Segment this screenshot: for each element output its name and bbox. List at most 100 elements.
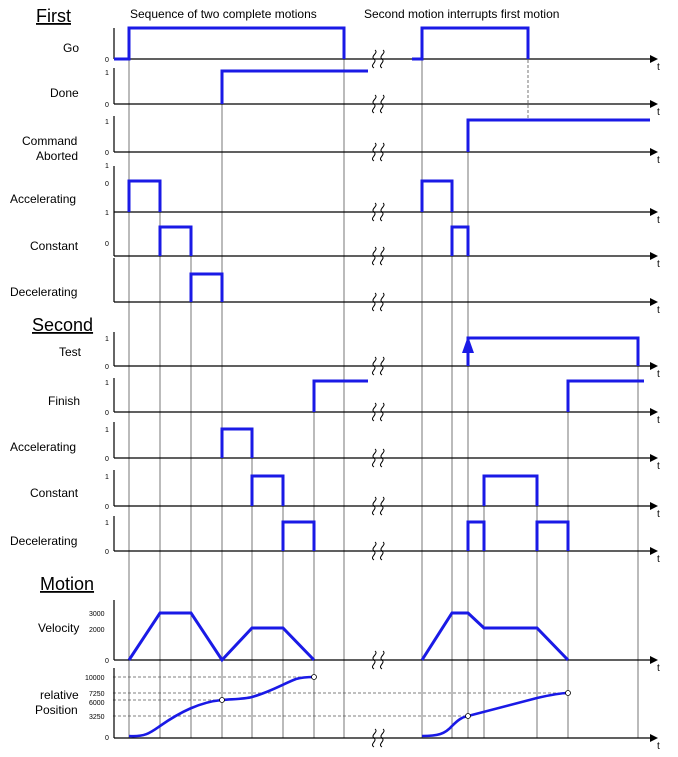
- axis-arrow-icon: [650, 502, 658, 510]
- wave-go-2: [412, 26, 530, 61]
- axis-arrow-icon: [650, 454, 658, 462]
- break-mark-icon: [371, 728, 385, 748]
- wave-second-const-1: [250, 474, 285, 506]
- wave-first-accel-1: [127, 179, 162, 212]
- tick-finish-0: 0: [105, 410, 109, 417]
- axis-arrow-icon: [650, 100, 658, 108]
- waveforms: [114, 26, 650, 738]
- tick-labels: 0 1 0 1 0 1 0 1 0 1 0 1 0 1 0 1 0 1 0 30…: [85, 57, 109, 742]
- tick-sdecel-1: 1: [105, 520, 109, 527]
- axis-arrow-icon: [650, 547, 658, 555]
- wave-command-aborted: [466, 118, 650, 152]
- axis-arrow-icon: [650, 252, 658, 260]
- break-mark-icon: [371, 292, 385, 312]
- wave-velocity-1: [127, 611, 316, 663]
- tick-p10000: 10000: [85, 675, 105, 682]
- axis-t-label: t: [657, 155, 660, 166]
- label-second-constant: Constant: [30, 486, 79, 500]
- wave-first-decel: [189, 272, 224, 302]
- position-marker: [565, 690, 571, 696]
- axis-t-label: t: [657, 415, 660, 426]
- label-second-decelerating: Decelerating: [10, 534, 77, 548]
- axis-t-label: t: [657, 215, 660, 226]
- tick-saccel-0: 0: [105, 456, 109, 463]
- wave-velocity-2: [420, 611, 570, 662]
- tick-saccel-1: 1: [105, 427, 109, 434]
- wave-position-1: [128, 675, 315, 738]
- label-done: Done: [50, 86, 79, 100]
- axis-t-label: t: [657, 554, 660, 565]
- break-mark-icon: [371, 142, 385, 162]
- wave-finish-2: [566, 379, 644, 412]
- tick-aborted-0: 0: [105, 150, 109, 157]
- wave-second-const-2: [482, 474, 539, 506]
- label-finish: Finish: [48, 394, 80, 408]
- caption-right: Second motion interrupts first motion: [364, 7, 559, 21]
- tick-test-0: 0: [105, 364, 109, 371]
- wave-second-decel-2: [466, 520, 486, 551]
- tick-faccel-1: 1: [105, 163, 109, 170]
- break-mark-icon: [371, 541, 385, 561]
- tick-done-0: 0: [105, 102, 109, 109]
- axis-t-label: t: [657, 369, 660, 380]
- tick-v0: 0: [105, 658, 109, 665]
- label-first-constant: Constant: [30, 239, 79, 253]
- tick-v3000: 3000: [89, 611, 105, 618]
- wave-position-2: [421, 691, 569, 738]
- tick-fconst-1: 1: [105, 210, 109, 217]
- tick-fconst-0: 0: [105, 241, 109, 248]
- axis-t-label: t: [657, 107, 660, 118]
- wave-second-accel: [220, 427, 254, 458]
- label-first-decelerating: Decelerating: [10, 285, 77, 299]
- axis-t-label: t: [657, 62, 660, 73]
- wave-finish-1: [312, 379, 368, 412]
- tick-aborted-1: 1: [105, 119, 109, 126]
- wave-first-accel-2: [420, 179, 454, 212]
- label-relative: relative: [40, 688, 79, 702]
- tick-finish-1: 1: [105, 380, 109, 387]
- break-mark-icon: [371, 448, 385, 468]
- break-mark-icon: [371, 496, 385, 516]
- tick-sconst-1: 1: [105, 474, 109, 481]
- axis-arrow-icon: [650, 408, 658, 416]
- wave-second-decel-1: [281, 520, 316, 551]
- break-mark-icon: [371, 246, 385, 266]
- label-second-accelerating: Accelerating: [10, 440, 76, 454]
- wave-first-const-2: [450, 225, 470, 256]
- wave-done: [220, 69, 368, 104]
- wave-test: [466, 336, 640, 366]
- label-go: Go: [63, 41, 79, 55]
- axis-arrow-icon: [650, 298, 658, 306]
- wave-second-decel-3: [535, 520, 570, 551]
- caption-left: Sequence of two complete motions: [130, 7, 317, 21]
- break-mark-icon: [371, 94, 385, 114]
- axis-t-label: t: [657, 305, 660, 316]
- tick-done-1: 1: [105, 70, 109, 77]
- label-test: Test: [59, 345, 82, 359]
- tick-sconst-0: 0: [105, 504, 109, 511]
- break-mark-icon: [371, 402, 385, 422]
- axis-arrow-icon: [650, 55, 658, 63]
- position-marker: [311, 674, 317, 680]
- axis-t-label: t: [657, 259, 660, 270]
- section-second: Second: [32, 315, 93, 335]
- axis-arrow-icon: [650, 148, 658, 156]
- axis-arrow-icon: [650, 208, 658, 216]
- wave-go-1: [114, 26, 346, 61]
- tick-p0: 0: [105, 735, 109, 742]
- axis-arrow-icon: [650, 656, 658, 664]
- label-position: Position: [35, 703, 78, 717]
- tick-p7250: 7250: [89, 691, 105, 698]
- axes: t t t t t t t t t t t t t: [113, 28, 660, 752]
- tick-go-0: 0: [105, 57, 109, 64]
- tick-faccel-0: 0: [105, 181, 109, 188]
- tick-p3250: 3250: [89, 714, 105, 721]
- break-mark-icon: [371, 49, 385, 69]
- section-motion: Motion: [40, 574, 94, 594]
- label-first-accelerating: Accelerating: [10, 192, 76, 206]
- axis-t-label: t: [657, 509, 660, 520]
- break-mark-icon: [371, 650, 385, 670]
- wave-first-const-1: [158, 225, 193, 256]
- tick-p6000: 6000: [89, 700, 105, 707]
- break-mark-icon: [371, 202, 385, 222]
